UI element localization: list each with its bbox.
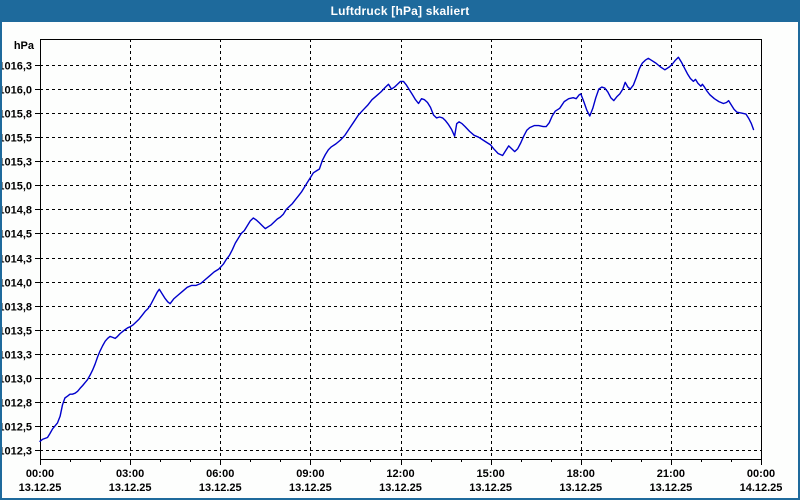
x-tick-time-label: 03:00 — [116, 468, 144, 480]
y-tick-label: 1013,5 — [2, 326, 32, 338]
y-tick-label: 1015,0 — [2, 181, 32, 193]
x-tick-date-label: 13.12.25 — [469, 482, 512, 494]
y-tick-label: 1013,8 — [2, 302, 32, 314]
x-tick-time-label: 18:00 — [567, 468, 595, 480]
x-tick-date-label: 13.12.25 — [559, 482, 602, 494]
x-tick-date-label: 13.12.25 — [199, 482, 242, 494]
x-tick-date-label: 13.12.25 — [19, 482, 62, 494]
y-tick-label: 1015,3 — [2, 157, 32, 169]
y-tick-label: 1013,3 — [2, 350, 32, 362]
y-tick-label: 1014,5 — [2, 229, 32, 241]
x-tick-time-label: 21:00 — [657, 468, 685, 480]
y-tick-label: 1013,0 — [2, 374, 32, 386]
pressure-series-line — [39, 56, 755, 442]
y-tick-label: 1015,5 — [2, 133, 32, 145]
x-tick-time-label: 00:00 — [747, 468, 775, 480]
y-axis-unit-label: hPa — [14, 40, 35, 52]
y-tick-label: 1014,3 — [2, 254, 32, 266]
y-tick-label: 1014,8 — [2, 205, 32, 217]
x-tick-time-label: 12:00 — [386, 468, 414, 480]
x-tick-time-label: 15:00 — [477, 468, 505, 480]
x-tick-time-label: 06:00 — [206, 468, 234, 480]
x-tick-date-label: 13.12.25 — [379, 482, 422, 494]
y-tick-label: 1015,8 — [2, 109, 32, 121]
y-tick-label: 1016,3 — [2, 61, 32, 73]
window-title: Luftdruck [hPa] skaliert — [330, 4, 470, 18]
pressure-line-chart: 1016,3 1016,0 1015,8 1015,5 1015,3 1015,0 1014… — [0, 39, 783, 494]
x-tick-date-label: 13.12.25 — [109, 482, 152, 494]
x-tick-time-label: 00:00 — [26, 468, 54, 480]
window-titlebar: Luftdruck [hPa] skaliert — [0, 0, 800, 22]
x-tick-date-label: 13.12.25 — [289, 482, 332, 494]
x-tick-date-label: 13.12.25 — [649, 482, 692, 494]
x-tick-date-label: 14.12.25 — [740, 482, 783, 494]
y-tick-label: 1012,5 — [2, 422, 32, 434]
y-tick-label: 1012,3 — [2, 446, 32, 458]
chart-area: 1016,3 1016,0 1015,8 1015,5 1015,3 1015,0 1014… — [0, 22, 798, 498]
y-tick-label: 1016,0 — [2, 85, 32, 97]
y-tick-label: 1012,8 — [2, 398, 32, 410]
y-tick-label: 1014,0 — [2, 278, 32, 290]
x-tick-time-label: 09:00 — [296, 468, 324, 480]
plot-frame — [40, 39, 762, 460]
